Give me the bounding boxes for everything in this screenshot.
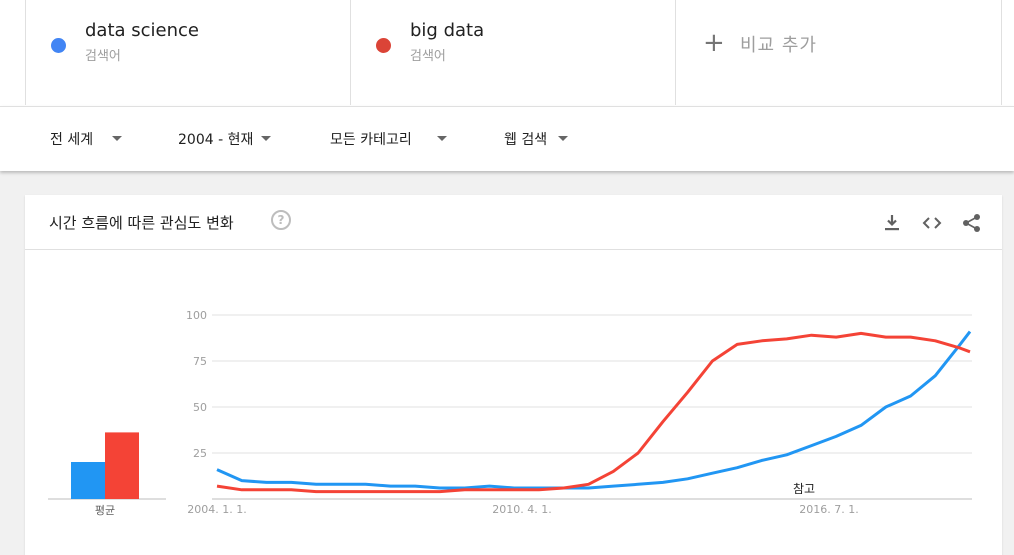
line-chart: 평균 100 75 50 25 2004. 1. 1. 2010. 4. 1. … [48, 309, 972, 517]
card-divider [25, 249, 1002, 250]
search-type-value: 웹 검색 [504, 132, 548, 148]
series-line-big-data [216, 331, 971, 494]
share-icon[interactable] [960, 211, 984, 235]
category-value: 모든 카테고리 [330, 132, 412, 148]
avg-bar-big-data [105, 432, 139, 499]
chevron-down-icon [112, 136, 122, 141]
add-compare-button[interactable]: + 비교 추가 [675, 0, 1002, 105]
embed-code-icon[interactable] [920, 211, 944, 235]
x-tick-label: 2010. 4. 1. [492, 503, 551, 516]
y-tick-label: 100 [186, 309, 207, 322]
term-color-dot [376, 38, 391, 53]
term-name: data science [85, 20, 199, 41]
avg-bar-data-science [71, 462, 105, 499]
note-marker[interactable]: 참고 [793, 482, 815, 496]
term-name: big data [410, 20, 485, 41]
interest-over-time-card: 시간 흐름에 따른 관심도 변화 ? 평균 100 75 50 25 2004.… [25, 195, 1002, 555]
term-data-science[interactable]: data science 검색어 [25, 0, 351, 105]
plus-icon: + [703, 28, 725, 58]
series-line-data-science [216, 330, 972, 490]
term-type: 검색어 [85, 49, 121, 64]
help-icon[interactable]: ? [271, 210, 291, 230]
add-compare-label: 비교 추가 [740, 35, 817, 56]
search-terms-bar: data science 검색어 big data 검색어 + 비교 추가 [0, 0, 1014, 106]
chevron-down-icon [437, 136, 447, 141]
download-icon[interactable] [880, 211, 904, 235]
region-value: 전 세계 [50, 132, 94, 148]
card-title: 시간 흐름에 따른 관심도 변화 [49, 214, 234, 232]
x-tick-label: 2004. 1. 1. [187, 503, 246, 516]
region-dropdown[interactable]: 전 세계 [50, 129, 122, 149]
y-tick-label: 50 [193, 401, 207, 414]
chevron-down-icon [558, 136, 568, 141]
chevron-down-icon [261, 136, 271, 141]
term-big-data[interactable]: big data 검색어 [350, 0, 676, 105]
x-tick-label: 2016. 7. 1. [799, 503, 858, 516]
term-type: 검색어 [410, 49, 446, 64]
filter-bar: 전 세계 2004 - 현재 모든 카테고리 웹 검색 [0, 106, 1014, 171]
time-range-dropdown[interactable]: 2004 - 현재 [178, 129, 271, 149]
search-type-dropdown[interactable]: 웹 검색 [504, 129, 568, 149]
term-color-dot [51, 38, 66, 53]
y-tick-label: 25 [193, 447, 207, 460]
y-tick-label: 75 [193, 355, 207, 368]
avg-label: 평균 [95, 504, 115, 517]
time-range-value: 2004 - 현재 [178, 132, 254, 148]
category-dropdown[interactable]: 모든 카테고리 [330, 129, 447, 149]
